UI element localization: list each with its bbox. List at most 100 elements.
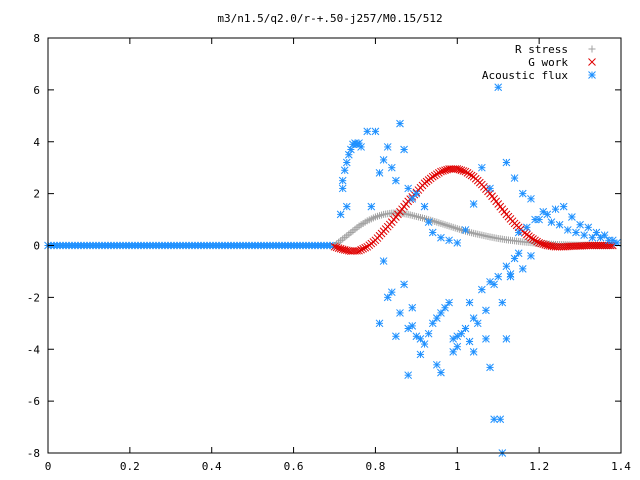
g-work-point (432, 170, 441, 179)
y-tick-label: 0 (33, 240, 40, 253)
acoustic-flux-point (342, 202, 351, 211)
g-work-point (430, 171, 439, 180)
g-work-point (461, 167, 470, 176)
acoustic-flux-point (379, 257, 388, 265)
acoustic-flux-point (404, 371, 413, 380)
acoustic-flux-point (408, 303, 417, 312)
acoustic-flux-point (461, 226, 470, 234)
r-stress-point (476, 231, 484, 239)
acoustic-flux-point (383, 143, 392, 151)
acoustic-flux-point (371, 127, 380, 136)
g-work-point (459, 167, 468, 175)
x-tick-label: 1 (454, 460, 461, 473)
acoustic-flux-point (424, 329, 433, 338)
y-tick-label: -2 (27, 291, 40, 304)
y-tick-label: 8 (33, 32, 40, 45)
acoustic-flux-point (449, 335, 458, 343)
g-work-point (457, 166, 466, 175)
acoustic-flux-point (342, 158, 351, 167)
x-tick-label: 0.4 (202, 460, 222, 473)
g-work-point (359, 244, 368, 253)
g-work-point (500, 207, 509, 216)
x-tick-label: 0 (45, 460, 52, 473)
g-work-point (531, 236, 539, 245)
g-work-point (588, 241, 597, 250)
acoustic-flux-point (375, 319, 384, 328)
acoustic-flux-point (604, 236, 613, 245)
acoustic-flux-point (432, 360, 441, 369)
acoustic-flux-point (580, 231, 589, 239)
y-tick-label: -6 (27, 395, 40, 408)
acoustic-flux-point (449, 347, 458, 356)
acoustic-flux-point (592, 228, 601, 237)
g-work-point (535, 239, 543, 247)
g-work-point (539, 240, 548, 249)
acoustic-flux-point (584, 223, 593, 232)
acoustic-flux-point (576, 220, 584, 229)
y-tick-label: 4 (33, 136, 40, 149)
acoustic-flux-point (572, 228, 580, 237)
r-stress-point (492, 234, 500, 242)
r-stress-point (345, 230, 353, 238)
g-work-point (525, 232, 533, 240)
acoustic-flux-point (437, 233, 445, 242)
acoustic-flux-point (510, 174, 519, 182)
g-work-point (439, 167, 447, 175)
acoustic-flux-point (437, 309, 445, 317)
g-work-point (580, 241, 589, 250)
acoustic-flux-point (494, 272, 503, 281)
g-work-point (572, 242, 580, 251)
acoustic-flux-point (506, 272, 515, 281)
r-stress-point (468, 229, 476, 237)
acoustic-flux-point (445, 298, 453, 307)
g-work-point (426, 174, 435, 183)
acoustic-flux-point (600, 231, 609, 239)
g-work-point (361, 243, 370, 252)
acoustic-flux-point (340, 166, 349, 175)
acoustic-flux-point (518, 189, 527, 198)
acoustic-flux-point (588, 233, 597, 242)
acoustic-flux-point (465, 298, 474, 307)
acoustic-flux-point (496, 415, 505, 424)
acoustic-flux-point (357, 143, 365, 151)
acoustic-flux-point (482, 335, 490, 343)
g-work-point (441, 166, 449, 175)
x-tick-label: 1.4 (611, 460, 631, 473)
g-work-point (467, 171, 476, 180)
acoustic-flux-point (502, 262, 511, 271)
r-stress-point (443, 221, 451, 229)
g-work-point (351, 247, 359, 255)
g-work-point (330, 242, 339, 251)
y-tick-label: -4 (27, 343, 41, 356)
x-tick-label: 0.8 (365, 460, 385, 473)
acoustic-flux-point (547, 218, 556, 227)
legend-label-g-work: G work (528, 56, 568, 69)
g-work-point (537, 239, 546, 248)
acoustic-flux-point (469, 347, 478, 356)
y-tick-label: 6 (33, 84, 40, 97)
acoustic-flux-point (375, 169, 384, 177)
acoustic-flux-point (469, 314, 478, 322)
acoustic-flux-point (412, 332, 421, 341)
r-stress-point (402, 210, 410, 218)
acoustic-flux-point (469, 200, 478, 208)
g-work-point (334, 244, 343, 252)
r-stress-point (418, 214, 426, 222)
acoustic-flux-point (338, 176, 347, 185)
g-work-point (463, 169, 472, 177)
x-tick-label: 1.2 (529, 460, 549, 473)
acoustic-flux-point (408, 322, 417, 330)
g-work-point (563, 242, 572, 251)
chart-title: m3/n1.5/q2.0/r-+.50-j257/M0.15/512 (217, 12, 442, 25)
acoustic-flux-point (551, 205, 560, 214)
acoustic-flux-point (453, 239, 462, 247)
acoustic-flux-point (392, 176, 400, 185)
g-work-point (449, 165, 458, 173)
acoustic-flux-point (396, 119, 404, 128)
acoustic-flux-point (400, 280, 408, 289)
g-work-point (394, 210, 402, 219)
acoustic-flux-point (514, 228, 523, 237)
acoustic-flux-point (400, 145, 408, 154)
